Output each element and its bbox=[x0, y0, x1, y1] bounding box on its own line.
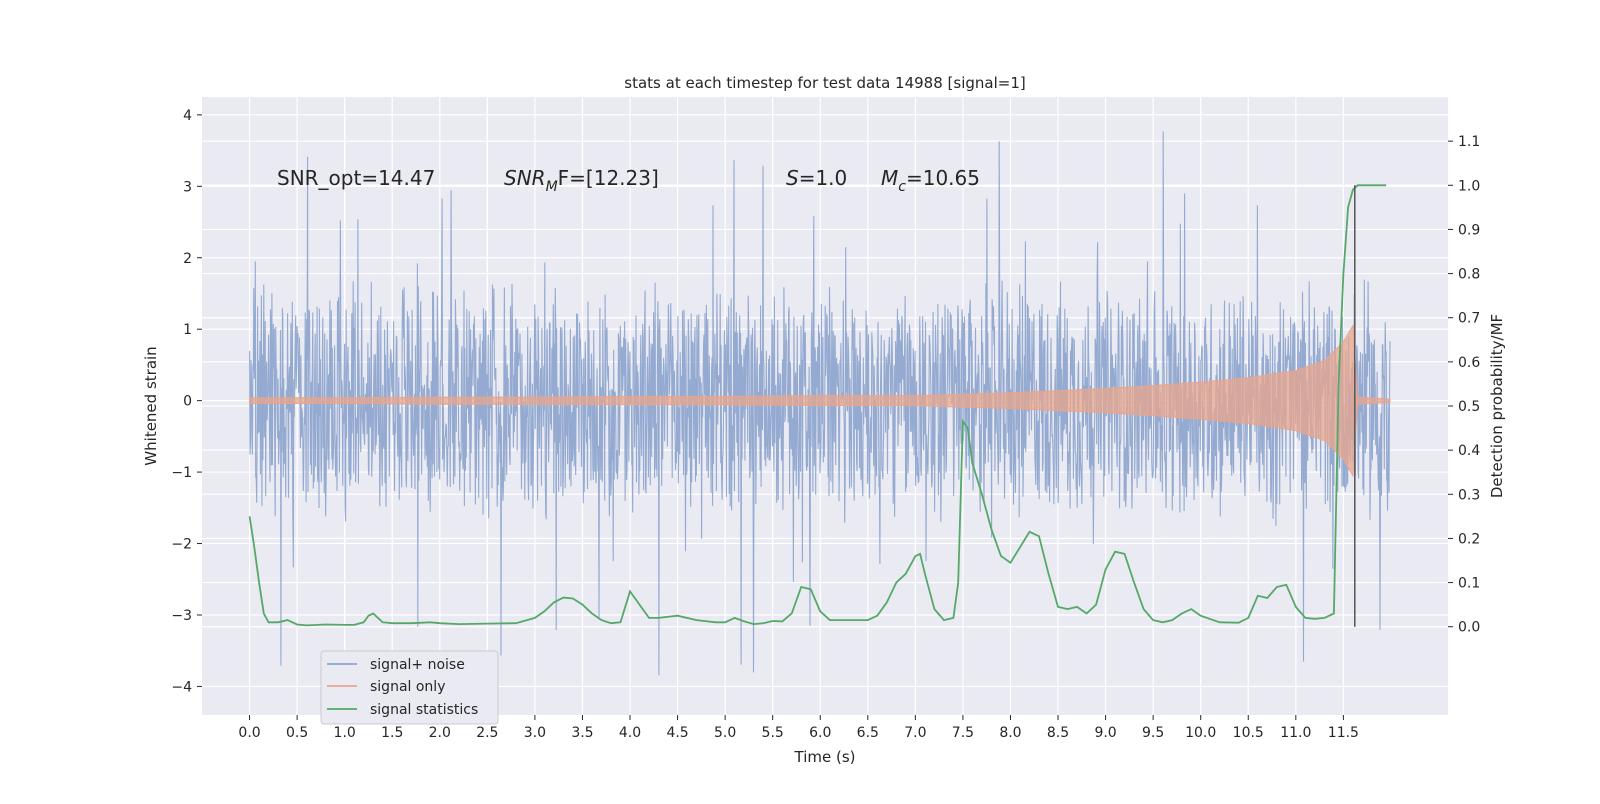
annotation-snr-mf-main: SNR bbox=[504, 166, 546, 190]
series-signal-only bbox=[249, 323, 1391, 478]
y-right-tick-label: 0.6 bbox=[1458, 355, 1480, 371]
y-right-tick-label: 0.2 bbox=[1458, 531, 1480, 547]
annotation-snr-opt: SNR_opt=14.47 bbox=[277, 166, 435, 190]
x-tick-label: 10.5 bbox=[1233, 725, 1264, 741]
legend-box bbox=[320, 650, 499, 725]
y-left-tick-label: 4 bbox=[183, 108, 192, 124]
x-tick-label: 2.0 bbox=[429, 725, 451, 741]
x-tick-label: 1.5 bbox=[381, 725, 403, 741]
y-right-tick-label: 1.0 bbox=[1458, 178, 1480, 194]
y-left-tick-label: 2 bbox=[183, 251, 192, 267]
y-right-tick-label: 0.3 bbox=[1458, 487, 1480, 503]
x-tick-label: 7.0 bbox=[904, 725, 926, 741]
y-right-tick-label: 0.5 bbox=[1458, 399, 1480, 415]
x-tick-label: 7.5 bbox=[952, 725, 974, 741]
y-right-tick-label: 0.4 bbox=[1458, 443, 1480, 459]
legend-label-statistics: signal statistics bbox=[370, 702, 478, 718]
x-tick-label: 3.0 bbox=[524, 725, 546, 741]
signal-only-series-layer bbox=[249, 323, 1391, 478]
x-tick-label: 1.0 bbox=[334, 725, 356, 741]
x-tick-label: 4.0 bbox=[619, 725, 641, 741]
x-tick-label: 0.5 bbox=[286, 725, 308, 741]
y-left-tick-label: −3 bbox=[171, 608, 192, 624]
annotation-mc-tail: =10.65 bbox=[906, 166, 980, 190]
annotation-s-tail: =1.0 bbox=[799, 166, 848, 190]
y-axis-right-label: Detection probability/MF bbox=[1488, 314, 1506, 498]
x-tick-label: 6.0 bbox=[809, 725, 831, 741]
y-right-tick-label: 0.7 bbox=[1458, 311, 1480, 327]
x-tick-label: 9.0 bbox=[1094, 725, 1116, 741]
annotation-mc-sub: c bbox=[898, 179, 906, 195]
x-tick-label: 4.5 bbox=[666, 725, 688, 741]
y-left-tick-label: −4 bbox=[171, 679, 192, 695]
x-tick-label: 9.5 bbox=[1142, 725, 1164, 741]
x-tick-label: 5.0 bbox=[714, 725, 736, 741]
annotation-snr-mf: SNRMF=[12.23] bbox=[504, 166, 659, 195]
annotation-s: S=1.0 bbox=[786, 166, 847, 190]
legend-label-signal: signal only bbox=[370, 679, 445, 695]
annotation-snr-mf-tail: F=[12.23] bbox=[558, 166, 659, 190]
x-axis-label: Time (s) bbox=[794, 748, 856, 766]
y-right-tick-label: 0.8 bbox=[1458, 267, 1480, 283]
annotation-mc-main: M bbox=[881, 166, 898, 190]
annotation-mc: Mc=10.65 bbox=[881, 166, 980, 195]
x-tick-label: 8.0 bbox=[999, 725, 1021, 741]
y-left-tick-label: −1 bbox=[171, 465, 192, 481]
annotation-snr-mf-sub: M bbox=[546, 179, 558, 195]
y-right-tick-label: 1.1 bbox=[1458, 134, 1480, 150]
x-tick-label: 5.5 bbox=[762, 725, 784, 741]
y-right-tick-label: 0.9 bbox=[1458, 222, 1480, 238]
y-axis-left-label: Whitened strain bbox=[142, 346, 160, 465]
y-left-tick-label: 3 bbox=[183, 179, 192, 195]
x-tick-label: 8.5 bbox=[1047, 725, 1069, 741]
chart-title: stats at each timestep for test data 149… bbox=[624, 74, 1025, 92]
x-tick-label: 6.5 bbox=[857, 725, 879, 741]
y-left-tick-label: −2 bbox=[171, 537, 192, 553]
series-signal-statistics bbox=[248, 184, 1387, 627]
tick-layer: 0.0 0.5 1.0 1.5 2.0 2.5 3.0 3.5 4.0 4.5 5.0 5.5 6.0 6… bbox=[171, 108, 1480, 741]
x-tick-label: 0.0 bbox=[238, 725, 260, 741]
legend: signal+ noise signal only signal statist… bbox=[320, 650, 499, 725]
x-tick-label: 3.5 bbox=[571, 725, 593, 741]
x-tick-label: 11.0 bbox=[1280, 725, 1311, 741]
y-left-tick-label: 0 bbox=[183, 394, 192, 410]
annotation-s-main: S bbox=[786, 166, 799, 190]
x-tick-label: 2.5 bbox=[476, 725, 498, 741]
y-right-tick-label: 0.0 bbox=[1458, 620, 1480, 636]
y-left-tick-label: 1 bbox=[183, 322, 192, 338]
statistics-series-layer bbox=[248, 184, 1387, 627]
legend-label-noise: signal+ noise bbox=[370, 657, 465, 673]
x-tick-label: 11.5 bbox=[1328, 725, 1359, 741]
x-tick-label: 10.0 bbox=[1185, 725, 1216, 741]
y-right-tick-label: 0.1 bbox=[1458, 576, 1480, 592]
